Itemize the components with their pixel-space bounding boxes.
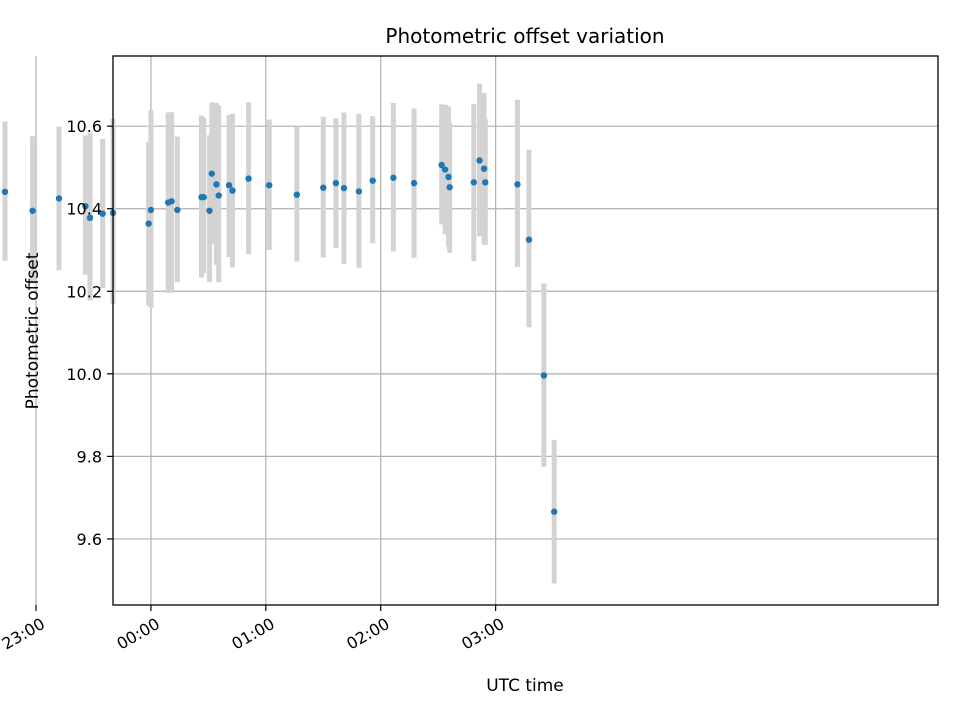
- data-point: [340, 184, 348, 192]
- data-point: [369, 177, 376, 184]
- data-point: [540, 372, 548, 379]
- grid-layer: [35, 56, 938, 605]
- data-point: [441, 166, 449, 173]
- data-point: [525, 236, 533, 243]
- data-point: [208, 170, 216, 177]
- data-point: [82, 203, 89, 210]
- data-point: [355, 188, 363, 195]
- data-point: [266, 182, 273, 189]
- chart-title: Photometric offset variation: [385, 24, 664, 48]
- data-point: [55, 195, 63, 202]
- y-axis-ticks: 9.6 9.8 10.0 10.2 10.4 10.6: [66, 117, 113, 549]
- data-point: [225, 182, 233, 189]
- data-point: [147, 206, 155, 214]
- data-point: [229, 187, 236, 194]
- data-point: [86, 214, 94, 222]
- data-point: [476, 157, 483, 164]
- data-point: [206, 207, 213, 214]
- data-point: [293, 191, 301, 198]
- y-tick-label: 10.6: [66, 117, 102, 136]
- data-point: [551, 508, 558, 515]
- data-point: [438, 161, 445, 169]
- y-tick-label: 10.2: [66, 282, 102, 301]
- y-tick-label: 9.8: [77, 447, 102, 466]
- data-point: [446, 184, 453, 191]
- y-axis-label: Photometric offset: [23, 252, 43, 409]
- data-point: [482, 179, 489, 186]
- data-point: [213, 181, 220, 188]
- data-point: [168, 198, 175, 205]
- data-point: [215, 192, 222, 199]
- data-point: [245, 175, 252, 182]
- plot-frame: [112, 55, 939, 606]
- data-point: [470, 179, 477, 186]
- data-point: [445, 173, 452, 181]
- y-tick-label: 9.6: [77, 530, 102, 549]
- data-point: [29, 207, 36, 214]
- y-tick-label: 10.0: [66, 365, 102, 384]
- data-point: [390, 174, 397, 181]
- data-point: [1, 188, 9, 196]
- x-axis-label: UTC time: [486, 676, 564, 696]
- data-point: [320, 184, 327, 191]
- data-point: [480, 165, 488, 172]
- y-tick-label: 10.4: [66, 200, 102, 219]
- point-layer: [1, 157, 558, 515]
- data-point: [332, 179, 340, 187]
- data-point: [99, 210, 106, 217]
- data-point: [200, 193, 207, 201]
- data-point: [410, 179, 418, 187]
- data-point: [145, 220, 152, 227]
- data-point: [174, 206, 181, 214]
- data-point: [514, 181, 521, 188]
